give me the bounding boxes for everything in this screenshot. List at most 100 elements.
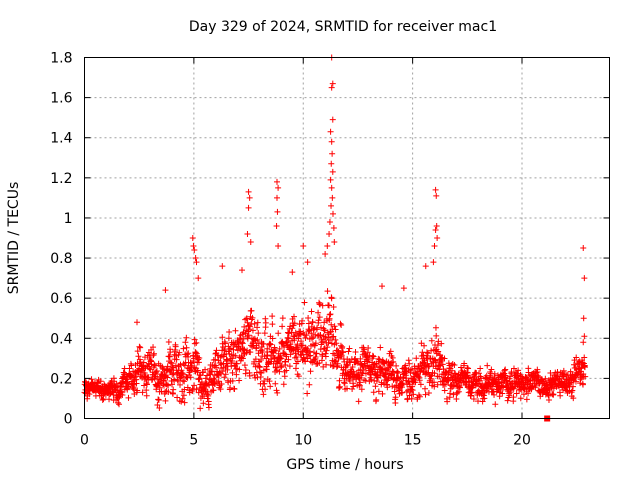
data-point [204, 372, 210, 379]
data-point [294, 358, 301, 365]
data-point [581, 354, 588, 361]
data-point [580, 339, 587, 346]
data-point [172, 343, 179, 350]
data-point [305, 320, 312, 327]
data-point [560, 367, 567, 374]
data-point [278, 363, 285, 370]
data-point [245, 332, 252, 339]
data-point [422, 385, 429, 392]
data-point [226, 328, 233, 335]
data-point [413, 355, 420, 362]
data-point [181, 399, 188, 406]
data-point [136, 343, 143, 350]
data-point [146, 365, 153, 372]
data-point [328, 138, 335, 145]
data-point [165, 338, 172, 345]
chart-title: Day 329 of 2024, SRMTID for receiver mac… [189, 19, 497, 35]
data-point [317, 301, 324, 308]
data-point [193, 386, 200, 393]
data-point [152, 369, 159, 376]
data-point [168, 360, 175, 367]
data-point [307, 368, 314, 375]
data-point [515, 367, 522, 374]
data-point [217, 354, 224, 361]
data-point [504, 397, 511, 404]
data-point [306, 353, 313, 360]
data-point [346, 377, 353, 384]
data-point [431, 243, 438, 250]
y-tick-label: 0.8 [50, 251, 72, 267]
data-point [229, 369, 236, 376]
data-point [449, 367, 455, 374]
data-point [333, 363, 340, 370]
data-point [249, 314, 256, 321]
data-point [464, 364, 471, 371]
data-point [334, 360, 341, 367]
x-axis-label: GPS time / hours [286, 457, 403, 473]
data-point [303, 332, 310, 339]
data-point [467, 392, 474, 399]
data-point [267, 383, 274, 390]
data-point [194, 367, 201, 374]
data-point [200, 400, 207, 407]
data-point [287, 351, 294, 358]
data-point [572, 378, 579, 385]
data-point [368, 376, 375, 383]
data-point [273, 359, 280, 366]
data-point [306, 381, 313, 388]
data-point [337, 320, 344, 327]
data-point [469, 384, 476, 391]
data-point [283, 353, 290, 360]
data-point [439, 361, 446, 368]
data-point [291, 313, 298, 320]
data-point [187, 367, 194, 374]
data-point [219, 263, 226, 270]
data-point [173, 356, 180, 363]
data-point [572, 364, 579, 371]
axes-layer: 0 0.2 0.4 0.6 0.8 1 1.2 1.4 1.6 1.8 0 5 10 15 20 [50, 51, 610, 449]
data-point [198, 378, 205, 385]
data-point [116, 401, 123, 408]
data-point [421, 342, 428, 349]
data-point [379, 366, 386, 373]
data-point [125, 394, 132, 401]
data-point [447, 390, 454, 397]
data-point [266, 340, 273, 347]
data-point [217, 386, 224, 393]
data-point [292, 350, 299, 357]
data-point [329, 116, 336, 123]
data-point [332, 336, 339, 343]
data-point [278, 355, 285, 362]
data-point [242, 366, 249, 373]
data-point [324, 288, 331, 295]
data-point [581, 333, 588, 340]
data-point [285, 356, 292, 363]
data-point [357, 379, 364, 386]
data-point [143, 387, 150, 394]
data-point [434, 235, 441, 241]
data-point [513, 390, 520, 397]
data-point [266, 378, 273, 385]
data-point [338, 352, 345, 359]
data-point [499, 390, 506, 397]
data-point [258, 370, 265, 377]
data-point [262, 319, 269, 326]
data-point [440, 365, 447, 372]
data-point [387, 372, 394, 379]
data-point [309, 319, 316, 326]
data-point [412, 379, 419, 386]
data-point [202, 366, 209, 373]
data-point [254, 319, 261, 326]
data-point [177, 381, 184, 388]
data-point [302, 335, 309, 342]
data-point [309, 335, 315, 342]
data-point [352, 348, 359, 355]
data-point [193, 339, 200, 346]
data-point [82, 378, 89, 385]
data-point [110, 391, 117, 398]
data-point [286, 363, 293, 370]
data-point [267, 341, 274, 348]
data-point [190, 243, 197, 250]
data-point [370, 389, 377, 396]
data-point [225, 335, 232, 342]
